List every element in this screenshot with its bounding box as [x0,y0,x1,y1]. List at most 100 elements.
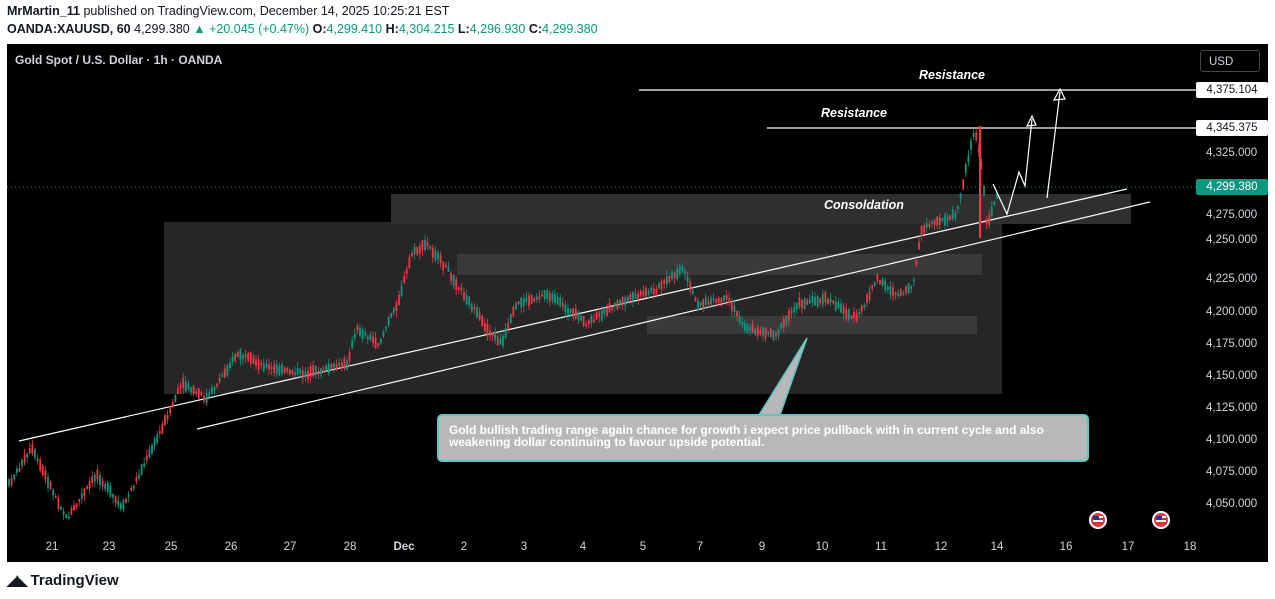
candle-body [673,273,676,279]
candle-body [171,401,174,407]
candle-body [535,296,538,300]
candle-body [798,297,801,307]
candle-body [642,290,645,296]
candle-body [775,333,777,337]
analysis-note[interactable]: Gold bullish trading range again chance … [437,414,1089,462]
candle-body [834,301,837,311]
candle-body [754,328,757,335]
us-flag-icon[interactable] [1152,511,1170,529]
projection-arrowhead-long [1052,87,1066,101]
candle-body [603,308,606,315]
tradingview-logo[interactable]: ◢◣ TradingView [7,572,119,589]
candle-body [574,308,577,319]
candle-body [54,495,57,498]
candle-body [36,458,39,462]
candle-body [387,317,390,326]
candle-body [385,327,387,330]
candle-body [611,307,614,310]
candle-body [543,290,546,299]
candle-body [366,336,369,340]
candle-body [530,294,533,304]
candle-body [613,302,616,307]
price-tick-label: 4,100.000 [1206,434,1258,446]
candle-body [993,201,996,206]
candle-body [707,301,710,305]
candle-body [434,250,437,261]
publish-info: MrMartin_11 published on TradingView.com… [7,4,449,18]
candle-body [356,325,359,331]
candle-body [767,331,770,335]
candle-body [647,291,650,295]
currency-button[interactable]: USD [1200,50,1260,72]
candle-body [403,276,406,283]
candle-body [590,315,593,324]
candle-body [840,303,842,313]
trendline-lower[interactable] [196,201,1151,430]
candle-body [996,193,998,199]
chart-panel[interactable]: Gold Spot / U.S. Dollar · 1h · OANDA USD… [7,44,1268,562]
candle-body [634,294,637,300]
candle-body [655,288,658,294]
candle-body [197,388,200,399]
candle-body [595,312,598,320]
candle-body [496,336,499,346]
candle-body [832,300,835,304]
candle-body [876,274,879,281]
candle-body [954,212,957,219]
candle-body [756,326,759,336]
candle-body [907,283,910,294]
candle-body [772,330,775,340]
candle-body [517,301,520,305]
candle-body [918,242,920,250]
candle-body [369,334,372,341]
candle-body [416,247,419,255]
open-value: 4,299.410 [326,22,383,36]
candle-body [569,308,572,313]
candle-body [985,218,988,225]
candle-body [322,369,325,373]
candle-body [426,242,429,247]
candle-body [889,285,892,295]
candle-body [879,280,881,285]
price-chart[interactable] [7,44,1268,562]
candle-body [49,481,52,489]
us-flag-icon[interactable] [1089,511,1107,529]
candle-body [268,364,270,370]
candle-body [728,298,731,304]
candle-body [806,299,809,305]
high-label: H: [385,22,399,36]
candle-body [520,297,523,308]
candle-body [975,132,978,141]
candle-body [65,514,68,519]
candle-body [858,311,861,315]
candle-body [125,498,127,504]
time-tick-label: 9 [758,541,766,553]
candle-body [257,359,260,371]
candle-body [330,364,333,369]
candle-body [236,351,239,358]
candle-body [881,278,884,286]
candle-body [855,313,858,322]
candle-body [364,331,367,336]
ohlc-line: OANDA:XAUUSD, 60 4,299.380 ▲ +20.045 (+0… [7,22,598,36]
candle-body [88,480,91,489]
candle-body [470,304,473,312]
candle-body [252,356,255,364]
candle-body [494,331,497,341]
candle-body [979,126,982,238]
candle-body [957,206,959,210]
open-label: O: [312,22,327,36]
candle-body [153,438,156,446]
candle-body [582,316,585,326]
candle-body [972,132,975,137]
candle-body [338,362,341,366]
time-tick-label: 17 [1121,541,1135,553]
candle-body [491,333,494,337]
candle-body [923,224,926,233]
candle-body [507,322,510,330]
candle-body [379,338,382,344]
candle-body [283,367,286,373]
candle-body [626,296,629,303]
candle-body [169,406,172,414]
author-name[interactable]: MrMartin_11 [7,4,80,18]
